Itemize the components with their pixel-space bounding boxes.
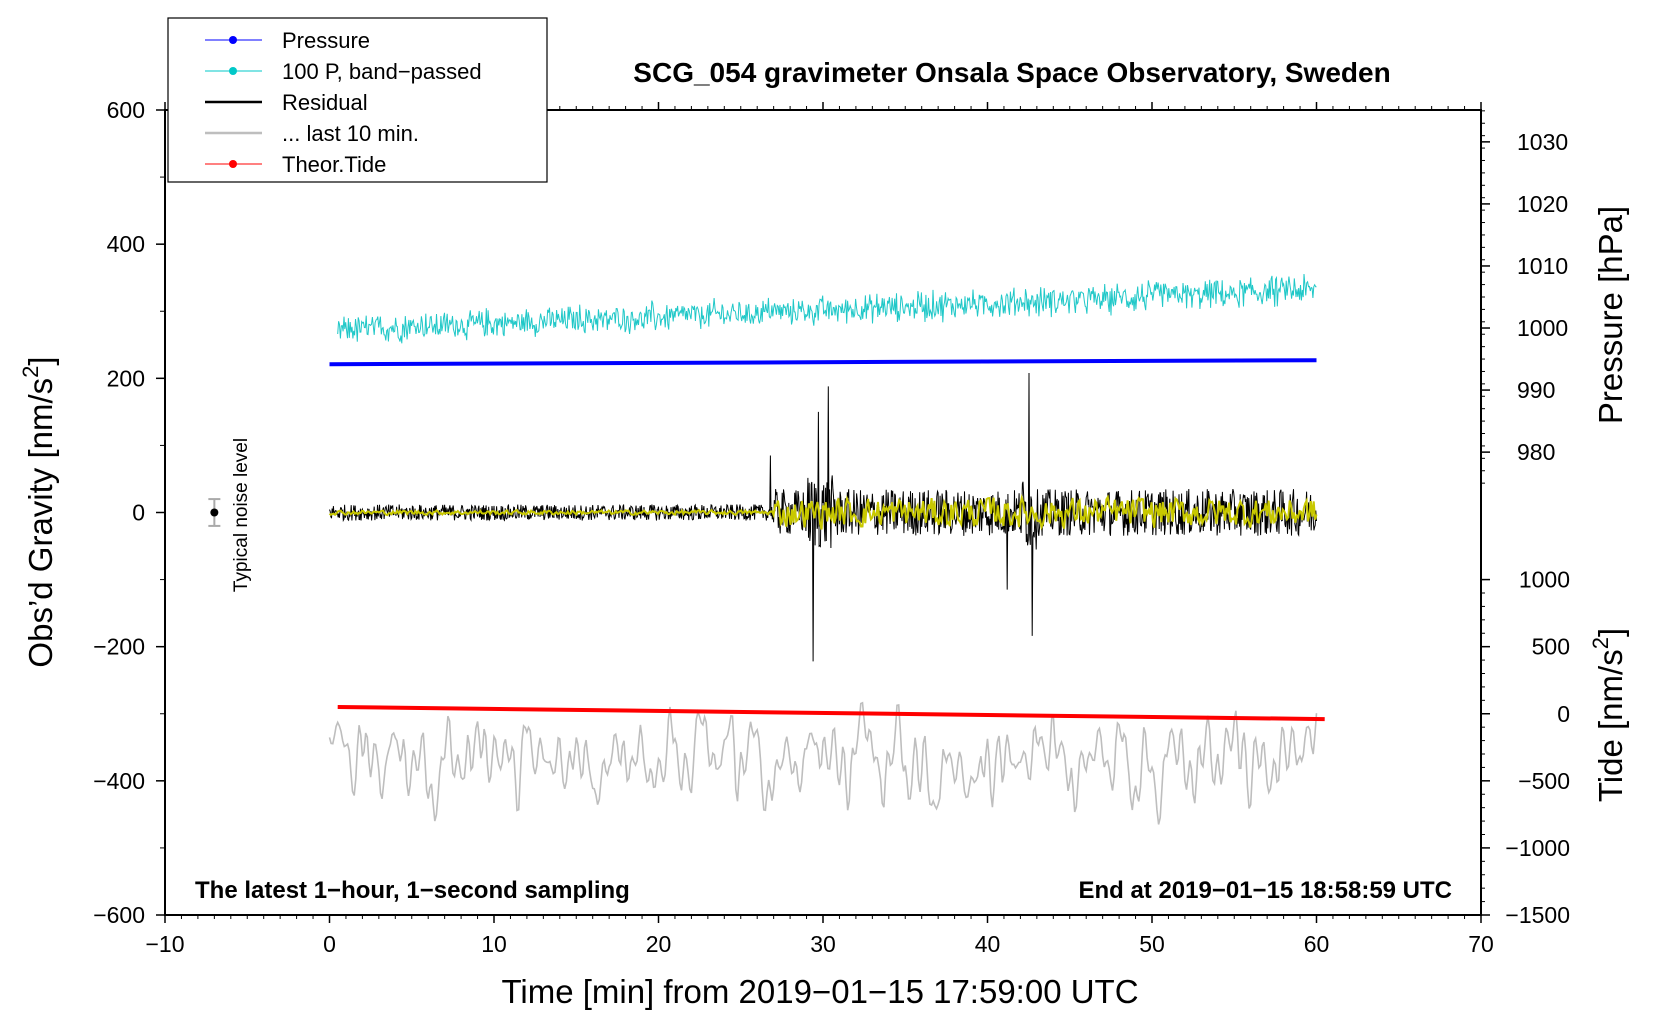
tide-tick-label: 1000 — [1519, 567, 1570, 593]
series-last-10-min — [328, 701, 1318, 825]
x-tick-label: 0 — [323, 931, 336, 957]
chart-title: SCG_054 gravimeter Onsala Space Observat… — [633, 57, 1390, 88]
legend-marker — [229, 36, 237, 44]
legend-label: Pressure — [282, 28, 370, 53]
x-tick-label: 10 — [481, 931, 507, 957]
tide-tick-label: −1000 — [1505, 835, 1570, 861]
y-tick-label: 200 — [107, 365, 145, 391]
x-tick-label: 20 — [646, 931, 672, 957]
noise-marker — [208, 498, 221, 527]
pressure-tick-label: 1030 — [1517, 129, 1568, 155]
annotation-left-note: The latest 1−hour, 1−second sampling — [195, 877, 630, 904]
legend-items: Pressure 100 P, band−passed Residual ... la… — [205, 28, 482, 177]
y-axis-left-title-main: Obs’d Gravity [nm/s — [22, 378, 59, 668]
tide-tick-label: −1500 — [1505, 902, 1570, 928]
legend-marker — [229, 160, 237, 168]
x-tick-label: 70 — [1468, 931, 1494, 957]
y-tick-label: 0 — [132, 500, 145, 526]
legend-marker — [229, 67, 237, 75]
x-axis-title: Time [min] from 2019−01−15 17:59:00 UTC — [501, 973, 1138, 1010]
tide-axis-title-end: ] — [1592, 628, 1629, 637]
noise-point — [210, 508, 219, 517]
y-tick-label: −600 — [93, 902, 145, 928]
series-residual-smoothed — [328, 493, 1318, 531]
x-tick-label: 30 — [810, 931, 836, 957]
series-pressure-band-passed — [337, 273, 1317, 344]
pressure-tick-label: 1000 — [1517, 315, 1568, 341]
legend-label: 100 P, band−passed — [282, 59, 482, 84]
pressure-tick-label: 1020 — [1517, 191, 1568, 217]
x-tick-label: 40 — [975, 931, 1001, 957]
tide-tick-label: 500 — [1532, 634, 1570, 660]
tide-axis-title-sup: 2 — [1588, 637, 1613, 649]
noise-marker-group: Typical noise level — [208, 438, 252, 592]
y-axis-left-title-end: ] — [22, 356, 59, 365]
tide-axis-title-main: Tide [nm/s — [1592, 649, 1629, 802]
legend-label: Residual — [282, 90, 368, 115]
y-tick-label: 400 — [107, 231, 145, 257]
tide-tick-label: −500 — [1518, 768, 1570, 794]
pressure-axis-title: Pressure [hPa] — [1592, 206, 1629, 424]
series-residual — [329, 372, 1317, 662]
x-tick-label: 60 — [1304, 931, 1330, 957]
pressure-tick-label: 990 — [1517, 377, 1555, 403]
legend-label: ... last 10 min. — [282, 121, 419, 146]
legend: Pressure 100 P, band−passed Residual ... la… — [167, 17, 548, 183]
series-layer — [328, 273, 1325, 825]
series-pressure — [329, 358, 1317, 367]
x-tick-label: 50 — [1139, 931, 1165, 957]
legend-box — [167, 17, 548, 183]
y-tick-label: −200 — [93, 634, 145, 660]
y-tick-label: −400 — [93, 768, 145, 794]
annotation-right-note: End at 2019−01−15 18:58:59 UTC — [1078, 877, 1452, 904]
pressure-tick-label: 980 — [1517, 439, 1555, 465]
tide-axis-title: Tide [nm/s2] — [1588, 628, 1629, 802]
y-tick-label: 600 — [107, 97, 145, 123]
tide-tick-label: 0 — [1557, 701, 1570, 727]
y-axis-left-title: Obs’d Gravity [nm/s2] — [18, 356, 59, 667]
noise-level-label: Typical noise level — [231, 438, 252, 592]
x-tick-label: −10 — [145, 931, 184, 957]
y-axis-left-title-sup: 2 — [18, 366, 43, 378]
series-theoretical-tide — [337, 705, 1325, 722]
legend-label: Theor.Tide — [282, 152, 386, 177]
axis-layer: −10 0 10 20 30 40 50 60 70−600−400−2000200400600… — [93, 97, 1570, 957]
pressure-tick-label: 1010 — [1517, 253, 1568, 279]
